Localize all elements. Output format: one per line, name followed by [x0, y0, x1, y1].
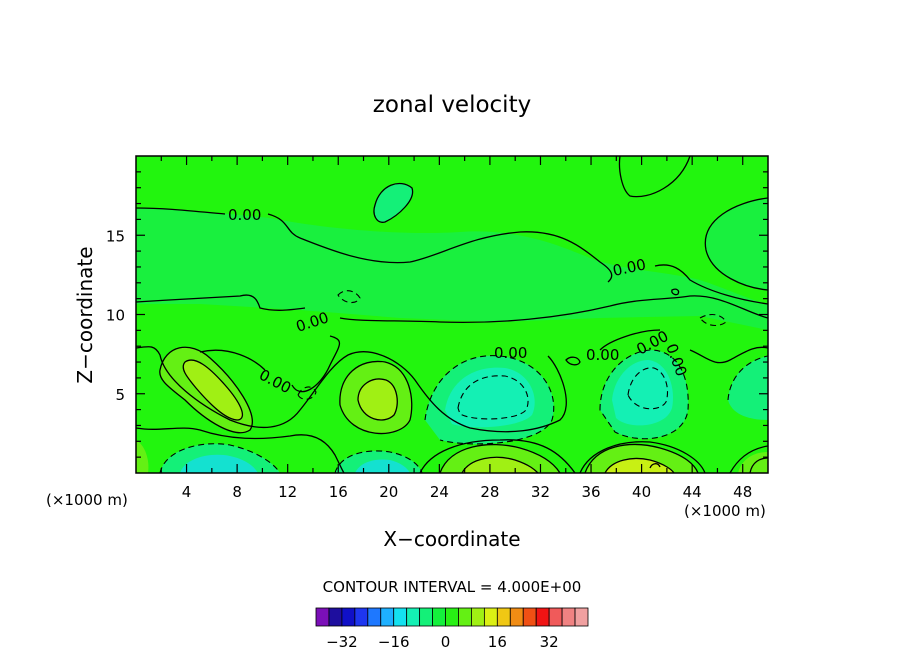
colorbar-swatch [509, 607, 524, 627]
region-moderate-negative-mid [445, 367, 535, 428]
y-tick-label: 5 [115, 386, 125, 404]
contour-zero-center-loop [199, 335, 341, 393]
colorbar-swatch [496, 607, 511, 627]
colorbar-tick-label: 0 [441, 633, 451, 651]
colorbar-swatch [483, 607, 498, 627]
contour-zero-mid [136, 294, 768, 324]
contour-right-blob [704, 197, 768, 291]
colorbar-swatch [315, 607, 330, 627]
colorbar-tick-label: 16 [488, 633, 507, 651]
x-tick-label: 16 [329, 483, 348, 501]
chart-title: zonal velocity [373, 92, 531, 118]
colorbar-swatch [535, 607, 550, 627]
y-axis-label: Z−coordinate [73, 246, 97, 383]
x-tick-label: 8 [232, 483, 242, 501]
contour-center-positive-1 [339, 360, 413, 435]
region-weak-positive-leftedge [136, 440, 149, 473]
colorbar-swatch [548, 607, 563, 627]
region-moderate-negative-bottom2 [355, 459, 410, 473]
region-weak-positive-corner [738, 452, 768, 473]
colorbar-tick-label: −32 [326, 633, 358, 651]
region-moderate-negative-right2 [612, 360, 673, 426]
colorbar-labels: −32 −16 0 16 32 [326, 633, 559, 651]
colorbar-swatch [393, 607, 408, 627]
region-moderate-positive-center [358, 379, 398, 420]
x-tick-label: 48 [733, 483, 752, 501]
dashed-contour-right-inner [627, 367, 669, 410]
colorbar-swatch [380, 607, 395, 627]
colorbar-swatch [574, 607, 589, 627]
region-moderate-positive-bottom [462, 457, 538, 473]
x-tick-label: 24 [430, 483, 449, 501]
dashed-contour-upper [337, 290, 727, 327]
colorbar-tick-label: −16 [378, 633, 410, 651]
colorbar-swatch [328, 607, 343, 627]
colorbar-swatch [471, 607, 485, 627]
contour-top-right [618, 156, 691, 198]
colorbar-swatch [419, 607, 433, 627]
colorbar-swatch [445, 607, 459, 627]
x-tick-label: 28 [480, 483, 499, 501]
contour-fields [136, 156, 768, 473]
dashed-contour-mid-inner [457, 375, 529, 420]
contour-top-left-blob [373, 182, 414, 223]
x-unit-left: (×1000 m) [46, 491, 128, 509]
contour-label: 0.00 [494, 344, 527, 362]
plot-area: 0.00 0.00 0.00 0.00 0.00 0.00 0.00 0.00 … [106, 155, 769, 501]
region-moderate-positive-left [183, 360, 243, 420]
contour-center-positive-2 [357, 378, 398, 421]
contour-left-positive-2 [182, 359, 243, 421]
colorbar-swatch [522, 607, 537, 627]
region-moderate-negative-bottom [180, 454, 258, 473]
x-tick-label: 44 [683, 483, 702, 501]
x-tick-label: 4 [182, 483, 192, 501]
colorbar-swatch [561, 607, 576, 627]
contour-lines-dashed [159, 290, 768, 473]
x-tick-label: 36 [581, 483, 600, 501]
contour-small-loop-3 [649, 463, 661, 469]
region-weak-negative-right [705, 198, 768, 290]
colorbar-swatch [406, 607, 421, 627]
colorbar-swatch [458, 607, 472, 627]
x-tick-label: 40 [632, 483, 651, 501]
x-tick-label: 32 [531, 483, 550, 501]
contour-zero-bottom [136, 427, 768, 473]
contour-bottom-positive [461, 456, 768, 473]
contour-left-positive-1 [159, 346, 253, 434]
x-tick-label: 12 [278, 483, 297, 501]
colorbar [315, 607, 589, 627]
dashed-contour-mid [424, 355, 555, 445]
dashed-contour-bottom [159, 443, 423, 473]
region-weak-negative-right3 [728, 356, 768, 420]
region-weak-negative-top [374, 183, 413, 223]
contour-zero-upper [136, 207, 768, 305]
x-axis-label: X−coordinate [383, 527, 520, 551]
region-upper-band [136, 208, 768, 330]
contour-lines [136, 156, 768, 473]
contour-label: 0.00 [586, 346, 619, 364]
contour-small-loop-1 [565, 356, 581, 366]
axis-ticks [136, 156, 768, 473]
contour-interval-text: CONTOUR INTERVAL = 4.000E+00 [323, 578, 582, 596]
colorbar-swatch [367, 607, 382, 627]
colorbar-tick-label: 32 [540, 633, 559, 651]
dashed-contour-right [599, 349, 689, 440]
contour-small-loop-2 [671, 288, 680, 296]
colorbar-swatch [341, 607, 356, 627]
y-tick-label: 15 [106, 227, 125, 245]
x-unit-right: (×1000 m) [684, 502, 766, 520]
dashed-contour-right-edge [727, 355, 768, 401]
y-tick-label: 10 [106, 307, 125, 325]
dashed-contour-small [297, 386, 317, 400]
contour-label: 0.00 [228, 206, 261, 224]
colorbar-swatch [354, 607, 369, 627]
contour-zero-low [136, 329, 768, 433]
x-tick-label: 20 [379, 483, 398, 501]
colorbar-swatch [432, 607, 446, 627]
